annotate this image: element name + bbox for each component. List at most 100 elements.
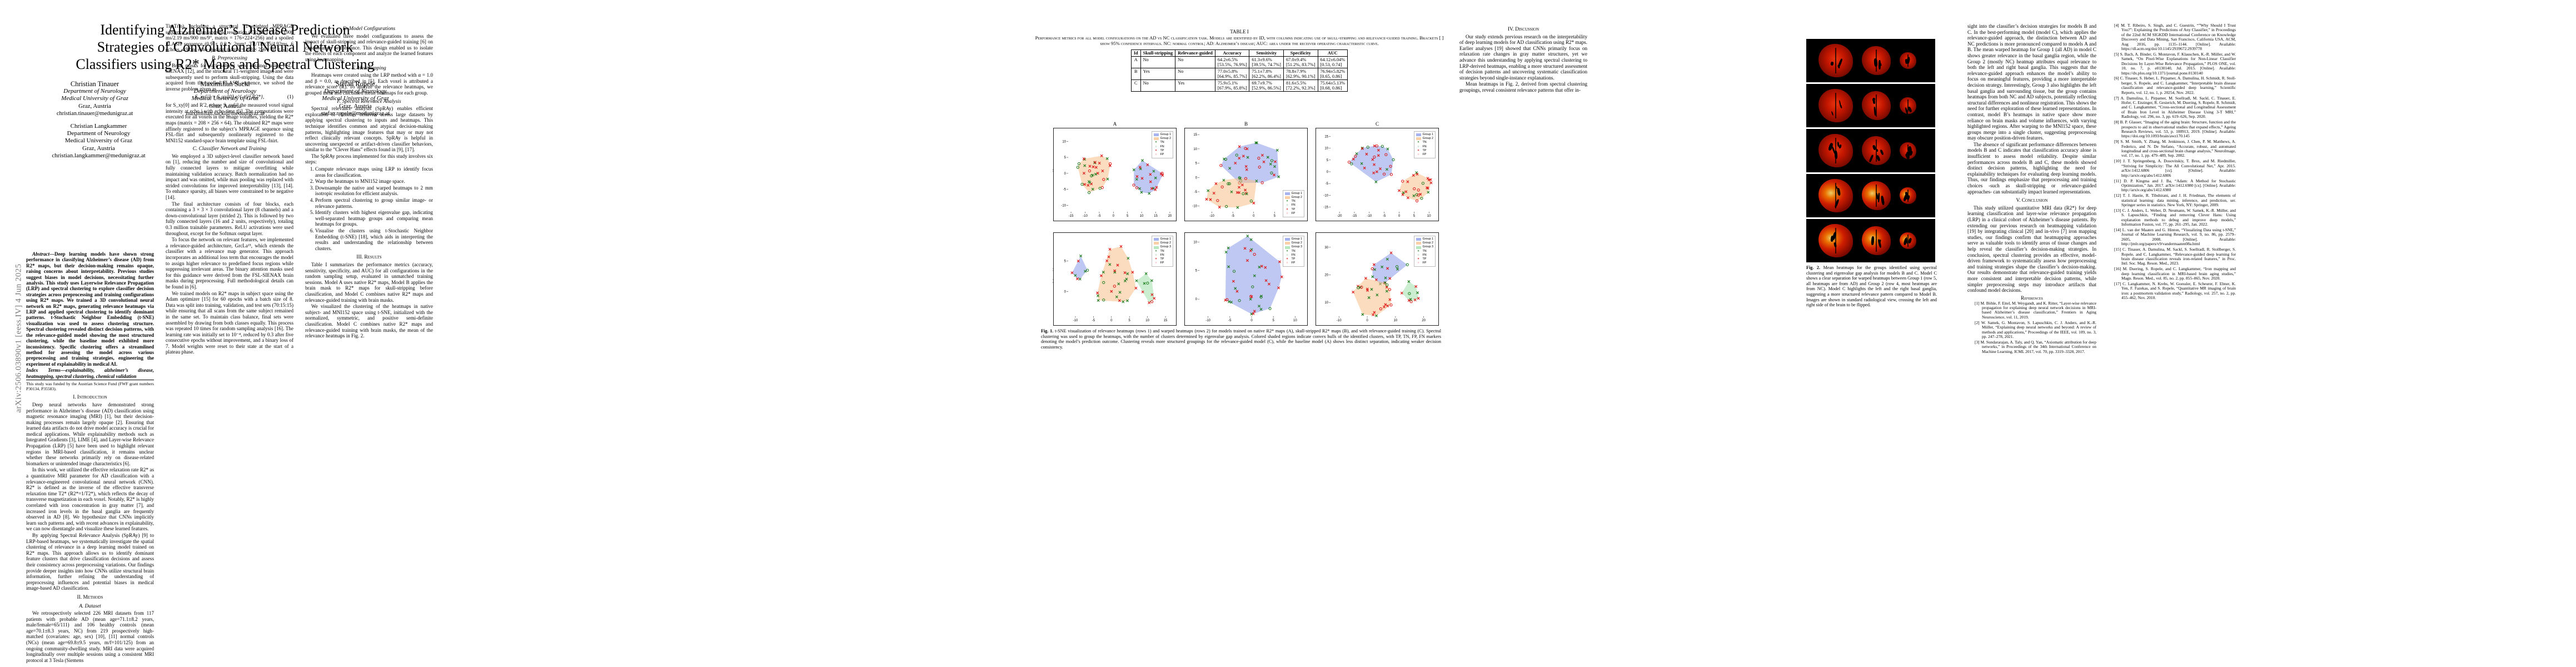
cell-specificity: 78.8±7.9% [62.9%, 90.1%] [1283, 68, 1318, 80]
col-header-sensitivity: Sensitivity [1249, 49, 1284, 57]
tsne-panel-C2[interactable]: -10 0 10 20 10 20 30 Group 1 Group 2 Group 3 × TN ○ F… [1316, 232, 1439, 326]
svg-text:5: 5 [1195, 270, 1198, 273]
midline [1835, 138, 1836, 163]
legend-item: ○ FP [1416, 261, 1433, 265]
cell-relevance-guided: No [1175, 68, 1215, 80]
cell-skull-stripping: No [1140, 56, 1176, 68]
author-name: Stefan Ropele [336, 80, 375, 88]
cell-specificity: 67.0±9.4% [51.2%, 83.7%] [1283, 56, 1318, 68]
figure-2: Fig. 2. Mean heatmaps for the groups ide… [1806, 39, 1937, 308]
panel-title: B [1244, 121, 1248, 127]
figure-2-label: Fig. 2. [1806, 265, 1821, 270]
legend-item: × TN [1285, 250, 1302, 253]
performance-table: Id Skull-stripping Relevance-guided Accu… [1130, 49, 1348, 92]
svg-text:15: 15 [1193, 133, 1197, 137]
tsne-panel-A2[interactable]: -10 -5 0 5 10 15 0 5 Group 1 Group 2 Group 3 × TN ○ FN… [1053, 232, 1177, 326]
svg-text:0: 0 [1398, 215, 1401, 218]
brain-heatmap-strip[interactable] [1806, 219, 1935, 262]
legend-swatch: × [1286, 249, 1288, 253]
author-city: Graz, Austria [82, 145, 115, 152]
svg-text:5: 5 [1274, 215, 1276, 218]
legend-swatch [1153, 242, 1159, 245]
index-terms: Index Terms—explainability, alzheimer’s … [26, 367, 154, 379]
svg-text:-5: -5 [1194, 191, 1198, 194]
equation-1: S_xy[i] = S_xy[0] e^{-t[i] R2*}, (1) [166, 94, 293, 101]
legend-item: Group 1 [1153, 133, 1171, 137]
legend-item: ○ FN [1285, 203, 1302, 207]
legend-label: TP [1291, 257, 1296, 261]
cell-relevance-guided: Yes [1175, 79, 1215, 92]
author-name: Christian Langkammer [70, 123, 127, 130]
legend-item: Group 3 [1284, 245, 1302, 249]
table-row: C No Yes 75.9±5.1% [67.9%, 85.8%] 69.7±9.7% [5… [1130, 79, 1348, 92]
spray-paragraph-1: Spectral relevance analysis (SpRAy) enab… [305, 106, 433, 153]
figure-1-caption: Fig. 1. t-SNE visualization of relevance… [1041, 328, 1441, 350]
legend-label: Group 2 [1160, 137, 1171, 141]
tsne-legend: Group 1 Group 2 Group 3 × TN ○ FN × TP ○ FP [1151, 236, 1173, 267]
col-header-skull: Skull-stripping [1140, 49, 1176, 57]
midline [1907, 234, 1909, 247]
svg-text:10: 10 [1427, 215, 1431, 218]
author-univ: Medical University of Graz [191, 95, 259, 102]
svg-text:0: 0 [1327, 171, 1329, 174]
legend-item: Group 2 [1153, 137, 1171, 141]
brain-heatmap-strip[interactable] [1806, 129, 1935, 172]
reference-item: [6] C. Tinauer, S. Heber, L. Pirpamer, A… [2114, 76, 2236, 95]
legend-item: × TN [1285, 200, 1302, 203]
svg-text:-15: -15 [1069, 215, 1074, 218]
author-email[interactable]: stefan.ropele@medunigraz.at [321, 110, 390, 117]
svg-text:-5: -5 [1326, 182, 1329, 186]
legend-item: × TN [1416, 141, 1433, 145]
svg-text:20: 20 [1168, 215, 1172, 218]
legend-label: Group 3 [1291, 245, 1302, 249]
legend-item: Group 1 [1153, 237, 1171, 241]
svg-text:10: 10 [1293, 319, 1297, 322]
legend-item: × TN [1154, 250, 1171, 253]
tsne-panel-C1[interactable]: C -20 -15 -10 -5 0 5 10 -15 -10 -5 0 5 10 15 Group 1 Gro… [1316, 121, 1439, 221]
legend-item: × TN [1154, 141, 1171, 145]
cell-skull-stripping: No [1140, 79, 1176, 92]
cell-sensitivity: 61.3±9.6% [39.5%, 74.7%] [1249, 56, 1284, 68]
title-line-3: Classifiers using R2* Maps and Spectral … [76, 56, 375, 72]
svg-text:5: 5 [1327, 159, 1329, 162]
tsne-legend: Group 1 Group 2 × TN ○ FN × TP ○ FP [1413, 131, 1436, 159]
discussion-paragraph-2: Mean heatmaps in Fig. 2, derived from sp… [1459, 81, 1587, 93]
legend-label: Group 2 [1422, 241, 1433, 245]
legend-label: TP [1291, 207, 1296, 211]
legend-item: Group 2 [1153, 241, 1171, 245]
intro-paragraph-1: Deep neural networks have demonstrated s… [26, 401, 154, 466]
ventricle-mask [1871, 236, 1874, 246]
tsne-panel-B2[interactable]: -10 -5 0 5 10 0 5 10 Group 1 Group 2 Group 3 × TN ○ FN… [1184, 232, 1308, 326]
brain-heatmap-strip[interactable] [1806, 39, 1935, 82]
tsne-panel-A1[interactable]: A -15 -10 -5 0 5 10 15 20 -10 -5 0 5 10 Group 1 Group 2… [1053, 121, 1177, 221]
legend-label: Group 1 [1422, 237, 1433, 241]
author-email[interactable]: maximilian.sackl@medunigraz.at [186, 110, 265, 117]
legend-label: TN [1291, 249, 1296, 253]
author-email[interactable]: christian.tinauer@medunigraz.at [56, 110, 133, 117]
references-section-continued: [4] M. T. Ribeiro, S. Singh, and C. Gues… [2107, 23, 2236, 301]
legend-label: TN [1422, 141, 1427, 145]
legend-item: × TP [1285, 208, 1302, 212]
legend-label: TP [1422, 148, 1427, 152]
cell-id: C [1130, 79, 1141, 92]
index-terms-label: Index Terms [26, 367, 61, 374]
legend-swatch: × [1155, 148, 1157, 152]
list-item: Warp the heatmaps to MNI152 image space. [315, 178, 433, 185]
brain-heatmap-strip[interactable] [1806, 174, 1935, 217]
brain-heatmap-strip[interactable] [1806, 84, 1935, 127]
legend-label: FN [1291, 203, 1296, 207]
heatmapping-paragraph: Heatmaps were created using the LRP meth… [305, 72, 433, 96]
cell-auc: 75.64±5.13% [0.68, 0.86] [1317, 79, 1348, 92]
author-email[interactable]: christian.langkammer@medunigraz.at [52, 152, 146, 159]
legend-item: ○ FP [1416, 153, 1433, 157]
svg-text:10: 10 [1193, 148, 1197, 151]
midline [1835, 48, 1836, 73]
legend-item: Group 1 [1416, 237, 1433, 241]
column-1: Abstract—Deep learning models have shown… [26, 251, 154, 663]
author-block: Christian Langkammer Department of Neuro… [31, 123, 167, 160]
subsection-heading-preprocessing: B. Preprocessing [212, 55, 247, 61]
legend-swatch: × [1417, 249, 1419, 253]
equation-1-body: S_xy[i] = S_xy[0] e^{-t[i] R2*}, [195, 93, 265, 100]
